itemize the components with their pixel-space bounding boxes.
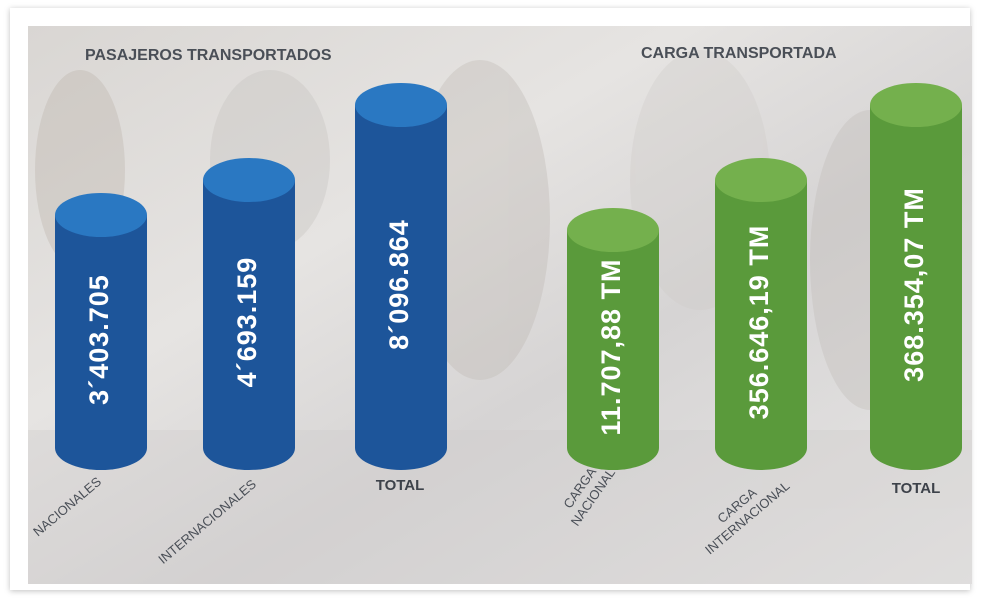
category-label: TOTAL [376,477,425,494]
cylinder-top [870,83,962,127]
cylinder-body [355,105,447,470]
value-label: 4´693.159 [232,257,262,388]
value-label: 368.354,07 TM [899,187,929,382]
panel-title: PASAJEROS TRANSPORTADOS [85,47,332,64]
value-label: 356.646,19 TM [744,225,774,420]
cylinder-top [203,158,295,202]
cylinder-body [55,215,147,470]
value-label: 3´403.705 [84,274,114,405]
cylinder-top [55,193,147,237]
label-line: TOTAL [892,480,941,497]
cylinder-top [567,208,659,252]
cylinder-body [870,105,962,470]
panel-title: CARGA TRANSPORTADA [641,45,837,62]
label-line: TOTAL [376,477,425,494]
cylinder-body [567,230,659,470]
background-photo [28,26,972,584]
cylinder-body [203,180,295,470]
category-label: TOTAL [892,480,941,497]
cylinder-top [715,158,807,202]
value-label: 11.707,88 TM [596,258,626,435]
value-label: 8´096.864 [384,219,414,350]
cylinder-top [355,83,447,127]
cylinder-body [715,180,807,470]
